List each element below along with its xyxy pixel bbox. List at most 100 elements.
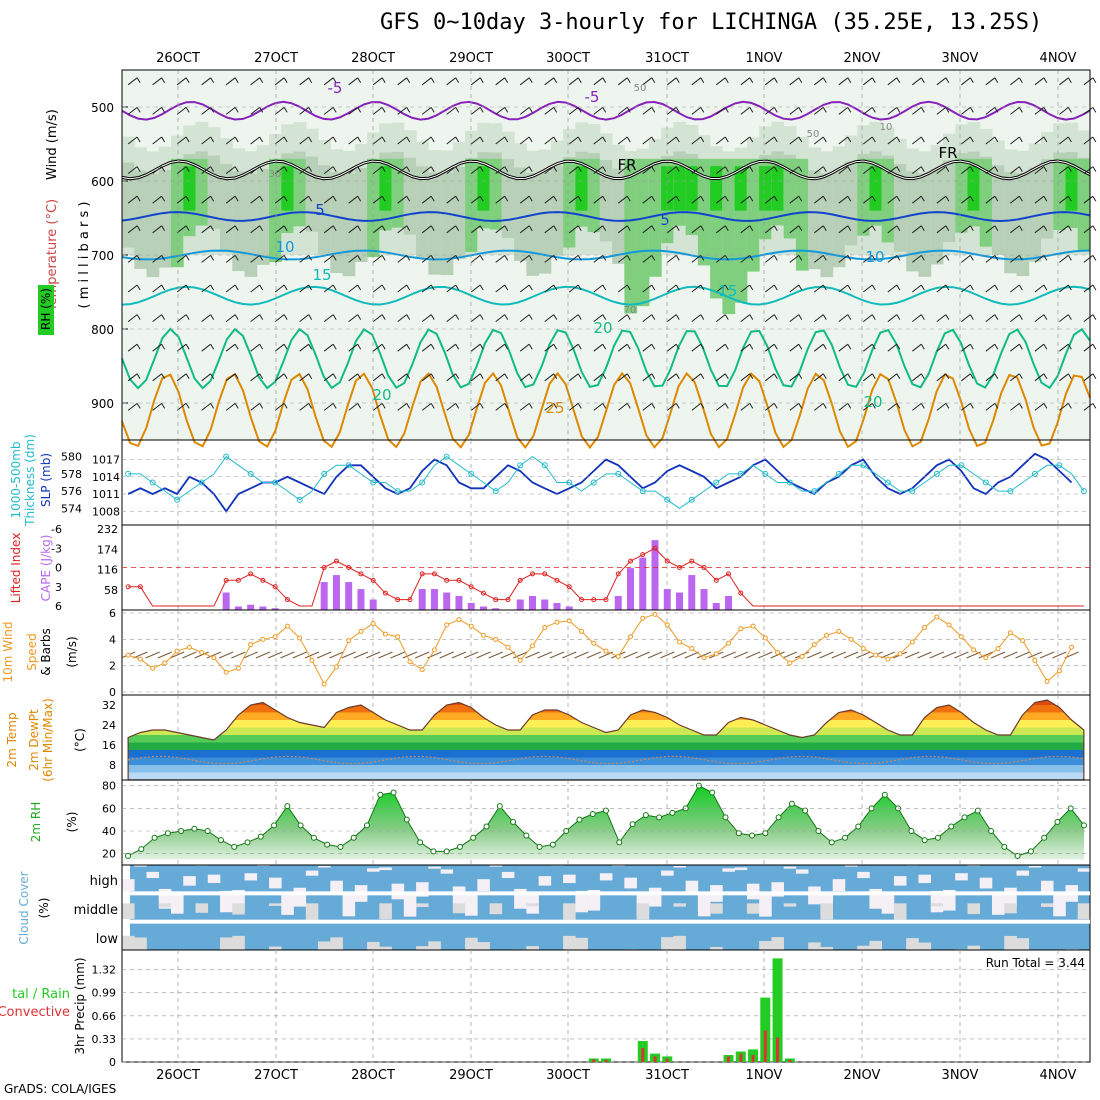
wind-barb-flag — [749, 255, 754, 261]
wind-barb-flag — [1067, 255, 1072, 261]
wind-barb-flag — [896, 166, 901, 172]
wind-barb — [250, 107, 260, 115]
wind-barb — [642, 314, 653, 322]
wind-barb — [764, 225, 775, 234]
rh-point — [324, 841, 331, 848]
wind-barb-flag — [430, 343, 435, 350]
wind-barb — [348, 195, 358, 204]
wind-barb — [1083, 373, 1094, 382]
wind-barb — [250, 314, 260, 322]
wind-speed-point — [211, 655, 217, 661]
wind-barb — [593, 195, 604, 204]
wind-barb — [1083, 343, 1094, 352]
wind-barb — [176, 314, 187, 322]
wind-barb-flag — [602, 373, 607, 380]
wind-barb — [617, 77, 628, 86]
wind-barb — [789, 77, 800, 86]
wind-speed-point — [395, 634, 401, 640]
wind-barb — [691, 373, 702, 382]
wind-barb-flag — [455, 225, 460, 232]
thickness-point — [419, 479, 426, 486]
wind-barb-10m — [525, 651, 540, 659]
wind-barb — [1010, 403, 1020, 411]
contour-label: 20 — [863, 393, 882, 411]
wind-barb — [495, 255, 506, 263]
wind-barb-flag — [651, 314, 656, 320]
rh-point — [603, 807, 609, 814]
contour-label: -15 — [713, 282, 738, 300]
wind-barb-flag — [798, 373, 803, 380]
wind-barb — [127, 403, 138, 411]
rh-point — [523, 832, 530, 839]
wind-speed-point — [762, 635, 768, 641]
thickness-point — [1031, 470, 1038, 477]
wind-barb — [985, 107, 996, 115]
wind-barb-flag — [675, 77, 680, 84]
wind-barb — [813, 77, 824, 86]
contour-label: FR — [617, 156, 636, 174]
wind-barb-10m — [476, 651, 491, 659]
wind-barb — [1059, 284, 1069, 293]
wind-barb-10m — [990, 651, 1006, 659]
wind-barb — [250, 136, 260, 145]
cape-bar — [247, 604, 255, 610]
wind-barb-flag — [210, 284, 215, 291]
wind-barb — [568, 225, 579, 234]
wind-barb-flag — [675, 255, 680, 261]
wind-barb — [764, 314, 775, 322]
wind-barb — [961, 255, 971, 263]
wind-barb — [1059, 136, 1069, 145]
wind-barb-10m — [831, 651, 847, 659]
thickness-point — [688, 496, 695, 503]
wind-barb-flag — [847, 136, 852, 143]
wind-barb-flag — [259, 136, 264, 143]
cloud-high-clear — [146, 871, 160, 879]
cloud-low-clear — [269, 946, 282, 950]
wind-barb — [201, 107, 211, 115]
wind-speed-point — [934, 614, 940, 620]
wind-barb-flag — [234, 166, 239, 172]
wind-barb — [1034, 373, 1045, 382]
wind-barb — [544, 136, 555, 145]
wind-barb — [519, 225, 530, 234]
wind-barb — [225, 403, 236, 411]
chart-title: GFS 0~10day 3-hourly for LICHINGA (35.25… — [380, 10, 1043, 35]
wind-barb-flag — [234, 255, 239, 261]
contour-label: 20 — [372, 386, 391, 404]
wind-barb — [250, 373, 260, 382]
rh-shade — [158, 169, 172, 268]
wind-barb — [250, 284, 260, 293]
wind-barb-flag — [847, 343, 852, 350]
wind-barb-flag — [626, 403, 631, 409]
wind-barb-flag — [847, 403, 852, 409]
wind-barb — [323, 107, 334, 115]
wind-barb-flag — [1018, 195, 1023, 202]
wind-barb-flag — [357, 195, 362, 202]
wind-barb-flag — [479, 255, 484, 261]
wind-barb-flag — [602, 195, 607, 202]
wind-speed-point — [505, 644, 511, 650]
wind-barb-flag — [1067, 284, 1072, 291]
wind-barb-flag — [847, 373, 852, 380]
temp-band — [128, 765, 1084, 773]
wind-barb — [544, 373, 555, 382]
wind-barb-flag — [969, 166, 974, 172]
wind-barb — [617, 403, 628, 411]
slp-tick-label: 1008 — [92, 505, 120, 518]
wind-barb-10m — [660, 651, 675, 659]
wind-barb-flag — [528, 225, 533, 232]
wind-barb-flag — [308, 136, 313, 143]
rh-point — [390, 789, 397, 796]
wind-barb-flag — [1043, 166, 1048, 172]
wind-barb-flag — [455, 373, 460, 380]
cape-label-li: Lifted Index — [9, 533, 23, 604]
wind-barb — [1059, 225, 1069, 234]
wind-barb-flag — [136, 166, 141, 172]
wind-barb-flag — [234, 77, 239, 84]
cape-bar — [271, 608, 279, 610]
wind-barb — [1010, 284, 1020, 293]
rh-point — [881, 791, 888, 798]
wind-barb — [250, 77, 260, 86]
wind-barb — [813, 403, 824, 411]
